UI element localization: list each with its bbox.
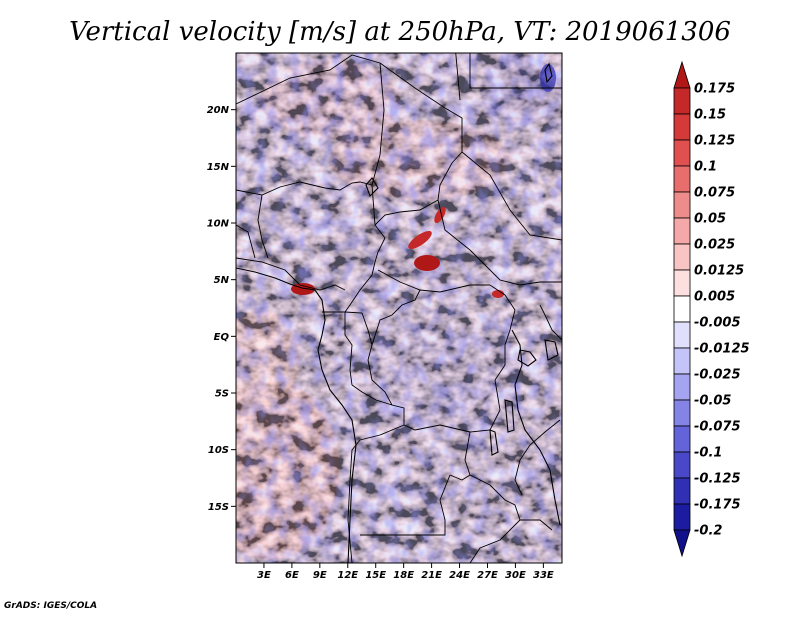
colorbar-label: 0.005 <box>694 290 735 305</box>
updraft-core <box>408 230 432 250</box>
y-tick-label: EQ <box>214 332 230 343</box>
colorbar-bin <box>673 87 691 115</box>
colorbar-bin <box>673 425 691 453</box>
colorbar-bin <box>673 347 691 375</box>
colorbar-bin <box>673 399 691 427</box>
map-field <box>236 53 562 563</box>
footer-credit: GrADS: IGES/COLA <box>4 601 98 611</box>
x-tick-label: 6E <box>285 570 299 581</box>
colorbar-label: -0.075 <box>694 420 741 435</box>
plot-frame <box>235 52 563 564</box>
y-tick-label: 5S <box>215 389 229 400</box>
colorbar-bin <box>673 503 691 531</box>
x-tick-label: 33E <box>533 570 554 581</box>
colorbar-label: 0.1 <box>694 160 717 175</box>
coastlines <box>236 62 561 563</box>
colorbar-label: 0.175 <box>694 82 735 97</box>
colorbar-bin <box>673 321 691 349</box>
x-tick-label: 15E <box>365 570 386 581</box>
colorbar-label: -0.005 <box>694 316 741 331</box>
colorbar-bin <box>673 269 691 297</box>
colorbar-bin <box>673 139 691 167</box>
colorbar-bin <box>673 529 691 558</box>
colorbar-bin <box>673 165 691 193</box>
colorbar-label: -0.025 <box>694 368 741 383</box>
colorbar-label: -0.0125 <box>694 342 750 357</box>
x-axis: 3E 6E 9E 12E 15E 18E 21E 24E 27E 30E 33E <box>257 563 554 581</box>
y-tick-label: 10S <box>208 445 229 456</box>
colorbar-bin <box>673 477 691 505</box>
x-tick-label: 9E <box>313 570 327 581</box>
updraft-core <box>492 290 504 298</box>
x-tick-label: 21E <box>421 570 442 581</box>
colorbar-bin <box>673 217 691 245</box>
x-tick-label: 24E <box>449 570 470 581</box>
colorbar-label: -0.2 <box>694 524 722 539</box>
y-axis: 20N 15N 10N 5N EQ 5S 10S 15S <box>207 105 236 513</box>
y-tick-label: 5N <box>214 275 230 286</box>
colorbar-label: -0.1 <box>694 446 722 461</box>
colorbar-bin <box>673 295 691 323</box>
updraft-core <box>434 206 446 224</box>
y-tick-label: 15S <box>208 502 229 513</box>
colorbar-label: 0.025 <box>694 238 735 253</box>
chart-title: Vertical velocity [m/s] at 250hPa, VT: 2… <box>69 17 731 47</box>
y-tick-label: 10N <box>207 219 230 230</box>
colorbar-bin <box>673 451 691 479</box>
x-tick-label: 12E <box>337 570 358 581</box>
y-tick-label: 20N <box>207 105 230 116</box>
y-tick-label: 15N <box>207 162 230 173</box>
x-tick-label: 30E <box>505 570 526 581</box>
colorbar-bin <box>673 243 691 271</box>
colorbar-bin <box>673 113 691 141</box>
colorbar: 0.175 0.15 0.125 0.1 0.075 0.05 0.025 0.0125 0.0… <box>673 60 750 558</box>
colorbar-label: 0.125 <box>694 134 735 149</box>
country-boundaries <box>236 53 562 563</box>
x-tick-label: 18E <box>393 570 414 581</box>
updraft-core <box>414 255 440 271</box>
colorbar-label: -0.05 <box>694 394 731 409</box>
colorbar-label: 0.0125 <box>694 264 744 279</box>
colorbar-label: 0.075 <box>694 186 735 201</box>
colorbar-label: 0.15 <box>694 108 726 123</box>
x-tick-label: 3E <box>257 570 271 581</box>
colorbar-label: -0.175 <box>694 498 741 513</box>
colorbar-bin <box>673 60 691 89</box>
colorbar-label: -0.125 <box>694 472 741 487</box>
colorbar-label: 0.05 <box>694 212 726 227</box>
colorbar-bin <box>673 191 691 219</box>
downdraft-core <box>540 64 556 92</box>
x-tick-label: 27E <box>477 570 498 581</box>
colorbar-bin <box>673 373 691 401</box>
